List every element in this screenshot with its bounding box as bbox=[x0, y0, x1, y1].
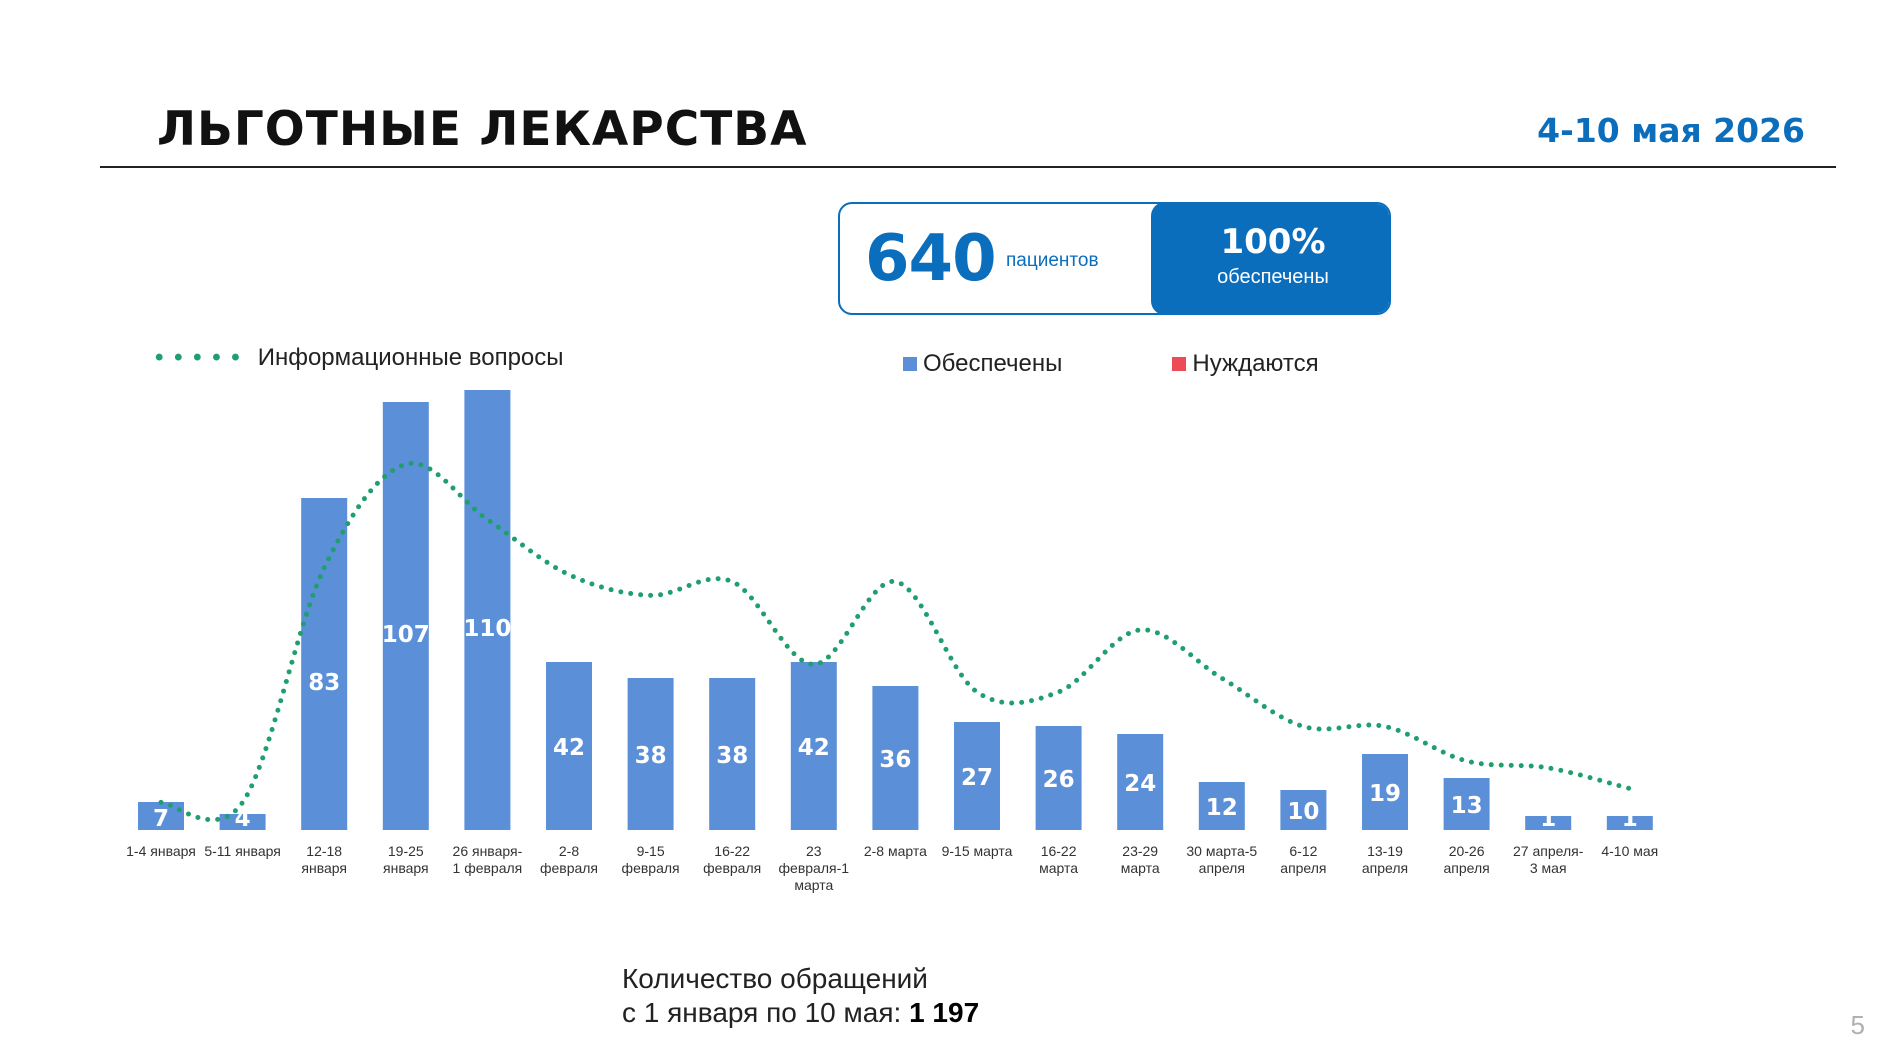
x-tick-label: 20-26 bbox=[1449, 843, 1485, 859]
x-tick-label: марта bbox=[794, 877, 833, 893]
bar-value-label: 38 bbox=[635, 743, 667, 769]
x-tick-label: апреля bbox=[1280, 860, 1326, 876]
dotted-line-icon: • • • • • bbox=[155, 344, 242, 371]
patients-unit: пациентов bbox=[1006, 250, 1099, 271]
appeals-summary-line2: с 1 января по 10 мая: 1 197 bbox=[622, 996, 979, 1030]
x-tick-label: января bbox=[383, 860, 429, 876]
x-tick-label: 1 февраля bbox=[453, 860, 523, 876]
x-tick-label: 23 bbox=[806, 843, 822, 859]
bar-value-label: 42 bbox=[798, 735, 830, 761]
bar-16 bbox=[1362, 754, 1408, 830]
bar-18 bbox=[1525, 816, 1572, 830]
legend-line-entry: • • • • • Информационные вопросы bbox=[155, 344, 564, 372]
x-tick-label: 26 января- bbox=[453, 843, 523, 859]
bar-13 bbox=[1117, 734, 1164, 830]
x-tick-label: 30 марта-5 bbox=[1186, 843, 1257, 859]
x-tick-label: 12-18 bbox=[306, 843, 342, 859]
x-tick-label: февраля bbox=[703, 860, 761, 876]
bar-12 bbox=[1035, 726, 1082, 830]
report-date: 4-10 мая 2026 bbox=[1537, 111, 1805, 150]
bar-15 bbox=[1280, 790, 1327, 830]
bar-value-label: 42 bbox=[553, 735, 585, 761]
bar-19 bbox=[1606, 816, 1653, 830]
bar-value-label: 107 bbox=[382, 622, 430, 648]
bar-value-label: 12 bbox=[1206, 795, 1238, 821]
header-divider bbox=[100, 166, 1836, 168]
x-tick-label: марта bbox=[1039, 860, 1078, 876]
bar-value-label: 7 bbox=[153, 806, 169, 832]
x-tick-label: 2-8 марта bbox=[864, 843, 927, 859]
bar-value-label: 10 bbox=[1287, 799, 1319, 825]
x-tick-label: апреля bbox=[1443, 860, 1489, 876]
legend-provided: Обеспечены bbox=[903, 350, 1062, 378]
page-title: ЛЬГОТНЫЕ ЛЕКАРСТВА bbox=[157, 102, 808, 157]
bar-value-label: 13 bbox=[1451, 793, 1483, 819]
needed-swatch-icon bbox=[1172, 357, 1187, 371]
appeals-summary-prefix: с 1 января по 10 мая: bbox=[622, 997, 910, 1028]
bar-value-label: 27 bbox=[961, 765, 993, 791]
bar-value-label: 83 bbox=[308, 670, 340, 696]
appeals-summary-line1: Количество обращений bbox=[622, 963, 928, 994]
appeals-summary: Количество обращений с 1 января по 10 ма… bbox=[622, 962, 979, 1030]
bar-5 bbox=[464, 390, 511, 830]
x-tick-label: февраля-1 bbox=[779, 860, 850, 876]
bar-10 bbox=[872, 686, 919, 830]
bar-value-label: 110 bbox=[463, 616, 511, 642]
x-tick-label: 2-8 bbox=[559, 843, 579, 859]
x-tick-label: 23-29 bbox=[1122, 843, 1158, 859]
bar-value-label: 36 bbox=[879, 747, 911, 773]
bar-value-label: 26 bbox=[1043, 767, 1075, 793]
bar-2 bbox=[219, 814, 266, 830]
x-tick-label: 16-22 bbox=[1041, 843, 1077, 859]
x-tick-label: 13-19 bbox=[1367, 843, 1403, 859]
x-tick-label: 6-12 bbox=[1289, 843, 1317, 859]
x-tick-label: апреля bbox=[1362, 860, 1408, 876]
bar-11 bbox=[954, 722, 1000, 830]
legend-provided-label: Обеспечены bbox=[923, 350, 1063, 377]
x-tick-label: 9-15 марта bbox=[942, 843, 1013, 859]
appeals-total: 1 197 bbox=[909, 997, 980, 1028]
bar-9 bbox=[790, 662, 837, 830]
x-tick-label: января bbox=[301, 860, 347, 876]
x-tick-label: февраля bbox=[622, 860, 680, 876]
provided-percent: 100% bbox=[1220, 222, 1326, 262]
legend-needed: Нуждаются bbox=[1172, 350, 1319, 378]
x-tick-label: 5-11 января bbox=[204, 843, 280, 859]
provided-percent-label: обеспечены bbox=[1217, 266, 1329, 288]
bar-1 bbox=[138, 802, 184, 830]
x-tick-label: апреля bbox=[1199, 860, 1245, 876]
legend-needed-label: Нуждаются bbox=[1192, 350, 1319, 377]
patients-count: 640 bbox=[865, 222, 997, 296]
bar-14 bbox=[1198, 782, 1245, 830]
bar-value-label: 1 bbox=[1540, 806, 1556, 832]
bar-7 bbox=[627, 678, 674, 830]
bar-value-label: 38 bbox=[716, 743, 748, 769]
x-tick-label: 19-25 bbox=[388, 843, 424, 859]
x-tick-label: марта bbox=[1121, 860, 1160, 876]
x-tick-label: 9-15 bbox=[637, 843, 665, 859]
x-tick-label: 16-22 bbox=[714, 843, 750, 859]
x-tick-label: 3 мая bbox=[1530, 860, 1567, 876]
patients-stat-card: 640 пациентов 100% обеспечены bbox=[838, 202, 1391, 315]
bar-6 bbox=[546, 662, 592, 830]
legend-line-label: Информационные вопросы bbox=[257, 344, 564, 371]
provided-percent-panel: 100% обеспечены bbox=[1151, 204, 1389, 313]
legend-bars: Обеспечены Нуждаются bbox=[903, 350, 1319, 378]
x-tick-label: февраля bbox=[540, 860, 598, 876]
bar-17 bbox=[1443, 778, 1490, 830]
bar-8 bbox=[709, 678, 756, 830]
bar-3 bbox=[301, 498, 348, 830]
x-tick-label: 4-10 мая bbox=[1601, 843, 1658, 859]
bar-value-label: 4 bbox=[235, 806, 251, 832]
page-number: 5 bbox=[1850, 1010, 1865, 1040]
x-tick-label: 27 апреля- bbox=[1513, 843, 1584, 859]
x-tick-label: 1-4 января bbox=[126, 843, 196, 859]
bar-value-label: 24 bbox=[1124, 771, 1156, 797]
bar-4 bbox=[382, 402, 429, 830]
info-questions-line bbox=[158, 460, 1633, 823]
bar-value-label: 1 bbox=[1622, 806, 1638, 832]
provided-swatch-icon bbox=[903, 357, 917, 371]
bar-value-label: 19 bbox=[1369, 781, 1401, 807]
